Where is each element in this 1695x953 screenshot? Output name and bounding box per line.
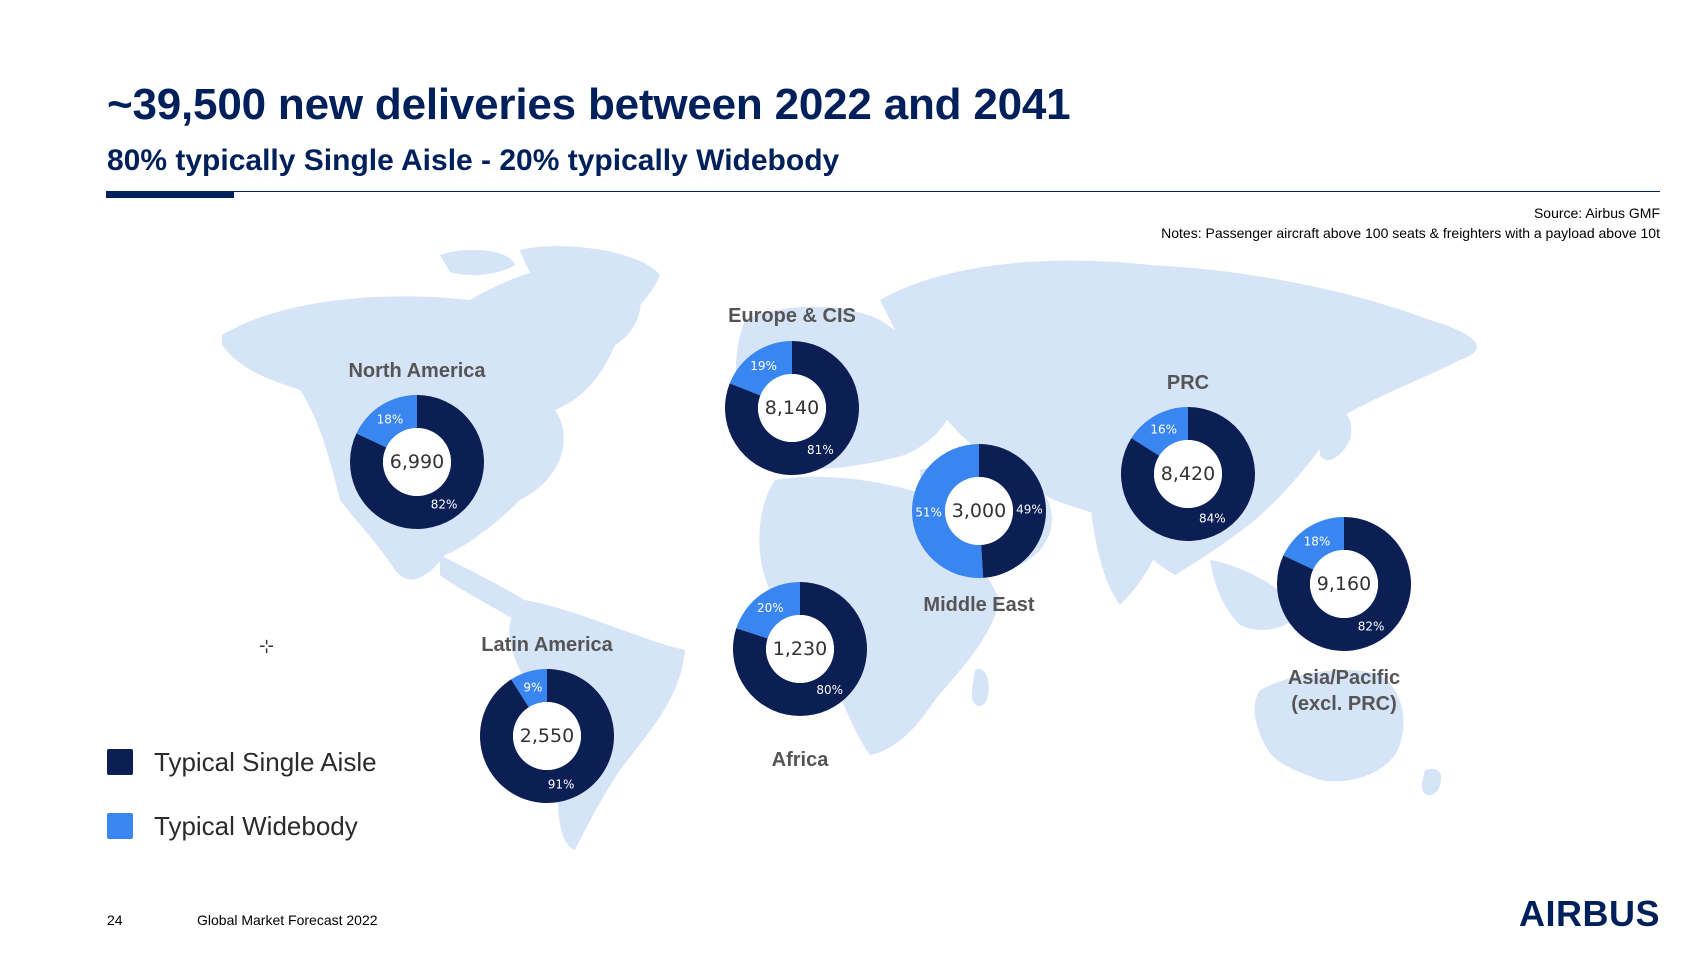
legend-label: Typical Widebody — [154, 810, 358, 841]
crosshair-cursor-icon: ⊹ — [259, 636, 275, 656]
widebody-percent-label: 18% — [377, 412, 404, 426]
page-number: 24 — [107, 912, 123, 928]
legend-item-widebody: Typical Widebody — [107, 794, 377, 858]
donut-europe-cis: 8,140 19% 81% — [725, 341, 859, 475]
document-title: Global Market Forecast 2022 — [197, 912, 378, 928]
donut-charts: 6,990 18% 82% 8,140 19% 81% 8,420 16% 84% 3,000 51… — [350, 341, 1412, 803]
continent-new-zealand — [1421, 768, 1442, 796]
single-aisle-slice — [725, 341, 859, 475]
donut-hole — [1154, 440, 1222, 508]
donut-total-label: 8,140 — [765, 397, 819, 419]
single-aisle-percent-label: 80% — [816, 683, 843, 697]
region-label-north-america: North America — [348, 360, 486, 382]
single-aisle-slice — [732, 582, 867, 717]
single-aisle-slice — [480, 668, 615, 803]
donut-hole — [513, 702, 581, 770]
widebody-percent-label: 20% — [757, 601, 784, 615]
continent-southeast-asia — [1210, 560, 1300, 630]
donut-total-label: 8,420 — [1161, 463, 1215, 485]
region-label-middle-east: Middle East — [923, 594, 1034, 616]
donut-total-label: 2,550 — [520, 725, 574, 747]
widebody-percent-label: 51% — [915, 506, 942, 520]
widebody-slice — [1283, 517, 1344, 570]
widebody-slice — [1131, 407, 1188, 456]
donut-hole — [766, 615, 834, 683]
donut-asia-pacific-excl-prc: 9,160 18% 82% — [1277, 517, 1412, 651]
donut-middle-east: 3,000 51% 49% — [912, 443, 1046, 578]
single-aisle-slice — [1120, 407, 1255, 541]
continent-greenland — [520, 246, 660, 335]
donut-hole — [1310, 550, 1378, 618]
source-line: Source: Airbus GMF — [1533, 205, 1660, 221]
region-label-asia-pacific: Asia/Pacific (excl. PRC) — [1288, 667, 1400, 715]
region-label-africa: Africa — [772, 749, 830, 771]
legend-swatch-widebody — [107, 813, 133, 839]
donut-africa: 1,230 20% 80% — [732, 582, 867, 717]
continent-central-america — [440, 555, 540, 622]
continent-madagascar — [971, 669, 989, 707]
single-aisle-slice — [350, 395, 484, 529]
single-aisle-percent-label: 91% — [548, 777, 575, 791]
notes-line: Notes: Passenger aircraft above 100 seat… — [1161, 225, 1660, 241]
legend-label: Typical Single Aisle — [154, 746, 377, 777]
single-aisle-percent-label: 82% — [1358, 620, 1385, 634]
donut-total-label: 6,990 — [390, 451, 444, 473]
widebody-percent-label: 9% — [523, 681, 542, 695]
region-label-latin-america: Latin America — [481, 634, 613, 656]
airbus-logo: AIRBUS — [1518, 893, 1660, 934]
page-subtitle: 80% typically Single Aisle - 20% typical… — [107, 144, 840, 177]
donut-hole — [383, 428, 451, 496]
single-aisle-percent-label: 81% — [807, 443, 834, 457]
donut-total-label: 9,160 — [1317, 573, 1371, 595]
donut-hole — [758, 374, 826, 442]
widebody-slice — [912, 444, 984, 578]
donut-total-label: 1,230 — [773, 638, 827, 660]
header-rule — [106, 191, 1660, 192]
region-label-asia-pacific-line1: Asia/Pacific — [1288, 667, 1400, 689]
donut-north-america: 6,990 18% 82% — [350, 394, 484, 529]
donut-latin-america: 2,550 9% 91% — [480, 668, 615, 803]
source-notes: Source: Airbus GMF Notes: Passenger airc… — [1161, 203, 1660, 243]
single-aisle-percent-label: 49% — [1016, 502, 1043, 516]
header-rule-accent — [106, 192, 234, 198]
widebody-slice — [511, 669, 547, 708]
page-title: ~39,500 new deliveries between 2022 and … — [107, 80, 1071, 129]
donut-prc: 8,420 16% 84% — [1120, 407, 1255, 541]
region-labels: North America Europe & CIS PRC Middle Ea… — [348, 305, 1400, 771]
single-aisle-percent-label: 82% — [431, 498, 458, 512]
region-label-prc: PRC — [1167, 372, 1209, 394]
donut-hole — [945, 477, 1013, 545]
single-aisle-percent-label: 84% — [1199, 511, 1226, 525]
single-aisle-slice — [1277, 517, 1412, 651]
legend: Typical Single Aisle Typical Widebody — [107, 730, 377, 858]
legend-item-single-aisle: Typical Single Aisle — [107, 730, 377, 794]
region-label-asia-pacific-line2: (excl. PRC) — [1291, 693, 1397, 715]
widebody-slice — [729, 341, 792, 396]
widebody-percent-label: 18% — [1304, 534, 1331, 548]
continent-australia — [1254, 670, 1404, 782]
widebody-slice — [736, 582, 800, 639]
widebody-percent-label: 16% — [1150, 423, 1177, 437]
widebody-slice — [356, 394, 417, 448]
donut-total-label: 3,000 — [952, 500, 1006, 522]
legend-swatch-single-aisle — [107, 749, 133, 775]
widebody-percent-label: 19% — [750, 359, 777, 373]
continent-japan — [1319, 409, 1352, 460]
region-label-europe-cis: Europe & CIS — [728, 305, 856, 327]
single-aisle-slice — [979, 443, 1046, 578]
continent-arctic-islands — [440, 249, 515, 276]
